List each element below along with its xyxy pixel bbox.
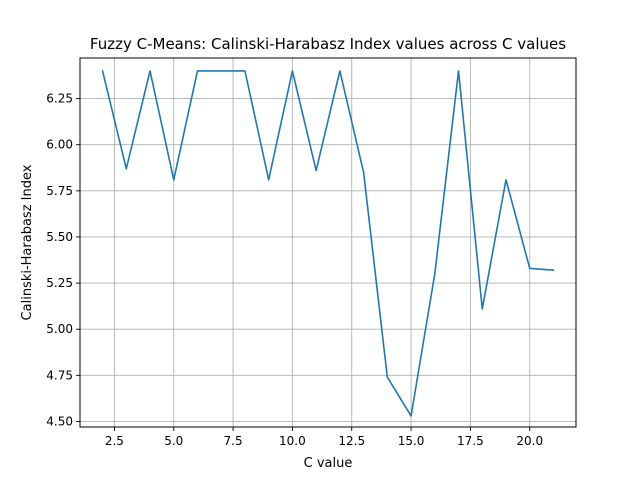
x-tick-label: 17.5 — [457, 434, 484, 448]
series-line — [101, 70, 555, 417]
x-tick-label: 12.5 — [338, 434, 365, 448]
y-axis-label: Calinski-Harabasz Index — [20, 164, 35, 320]
grid-layer — [80, 58, 576, 427]
y-tick-label: 5.25 — [46, 276, 73, 290]
x-axis-label: C value — [304, 456, 353, 471]
x-tick-label: 2.5 — [105, 434, 124, 448]
x-tick-label: 5.0 — [164, 434, 183, 448]
y-tick-label: 6.25 — [46, 92, 73, 106]
y-tick-label: 4.50 — [46, 414, 73, 428]
plot-frame — [79, 57, 577, 428]
x-tick-label: 10.0 — [279, 434, 306, 448]
series-layer — [101, 70, 555, 417]
x-tick-label: 20.0 — [516, 434, 543, 448]
chart-title: Fuzzy C-Means: Calinski-Harabasz Index v… — [90, 35, 566, 53]
tick-layer: 2.5 5.0 7.5 10.0 12.5 15.0 17.5 20.0 4.50 4.75 5.0… — [46, 92, 543, 448]
x-tick-label: 15.0 — [398, 434, 425, 448]
y-tick-label: 5.00 — [46, 322, 73, 336]
y-tick-label: 5.50 — [46, 230, 73, 244]
y-tick-label: 5.75 — [46, 184, 73, 198]
x-tick-label: 7.5 — [224, 434, 243, 448]
y-tick-label: 6.00 — [46, 138, 73, 152]
y-tick-label: 4.75 — [46, 368, 73, 382]
